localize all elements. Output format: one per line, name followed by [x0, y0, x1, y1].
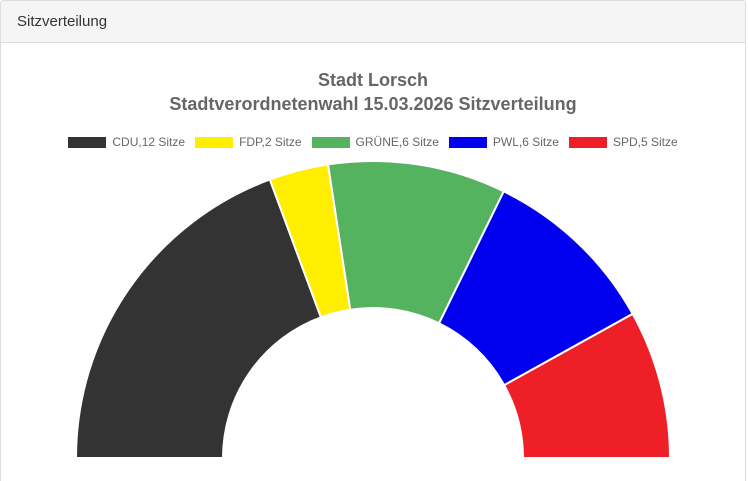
legend-label: PWL,6 Sitze: [492, 135, 559, 149]
legend-swatch: [195, 136, 234, 148]
legend-label: CDU,12 Sitze: [112, 135, 186, 149]
legend-label: SPD,5 Sitze: [612, 135, 678, 149]
legend-item[interactable]: CDU,12 Sitze: [68, 135, 185, 149]
legend-swatch: [448, 136, 487, 148]
legend-item[interactable]: GRÜNE,6 Sitze: [311, 135, 439, 149]
legend-label: GRÜNE,6 Sitze: [355, 135, 439, 149]
legend-label: FDP,2 Sitze: [239, 135, 302, 149]
panel-header: Sitzverteilung: [1, 1, 745, 43]
legend-item[interactable]: SPD,5 Sitze: [568, 135, 678, 149]
chart-legend: CDU,12 Sitze FDP,2 Sitze GRÜNE,6 Sitze PWL,…: [0, 135, 746, 149]
legend-swatch: [311, 136, 350, 148]
chart-title: Stadt Lorsch: [317, 70, 428, 90]
legend-swatch: [68, 136, 107, 148]
legend-item[interactable]: FDP,2 Sitze: [195, 135, 302, 149]
legend-item[interactable]: PWL,6 Sitze: [448, 135, 559, 149]
seat-segment[interactable]: [74, 178, 323, 459]
chart-subtitle: Stadtverordnetenwahl 15.03.2026 Sitzvert…: [169, 94, 577, 114]
legend-swatch: [568, 136, 607, 148]
seat-segment[interactable]: [502, 312, 672, 459]
